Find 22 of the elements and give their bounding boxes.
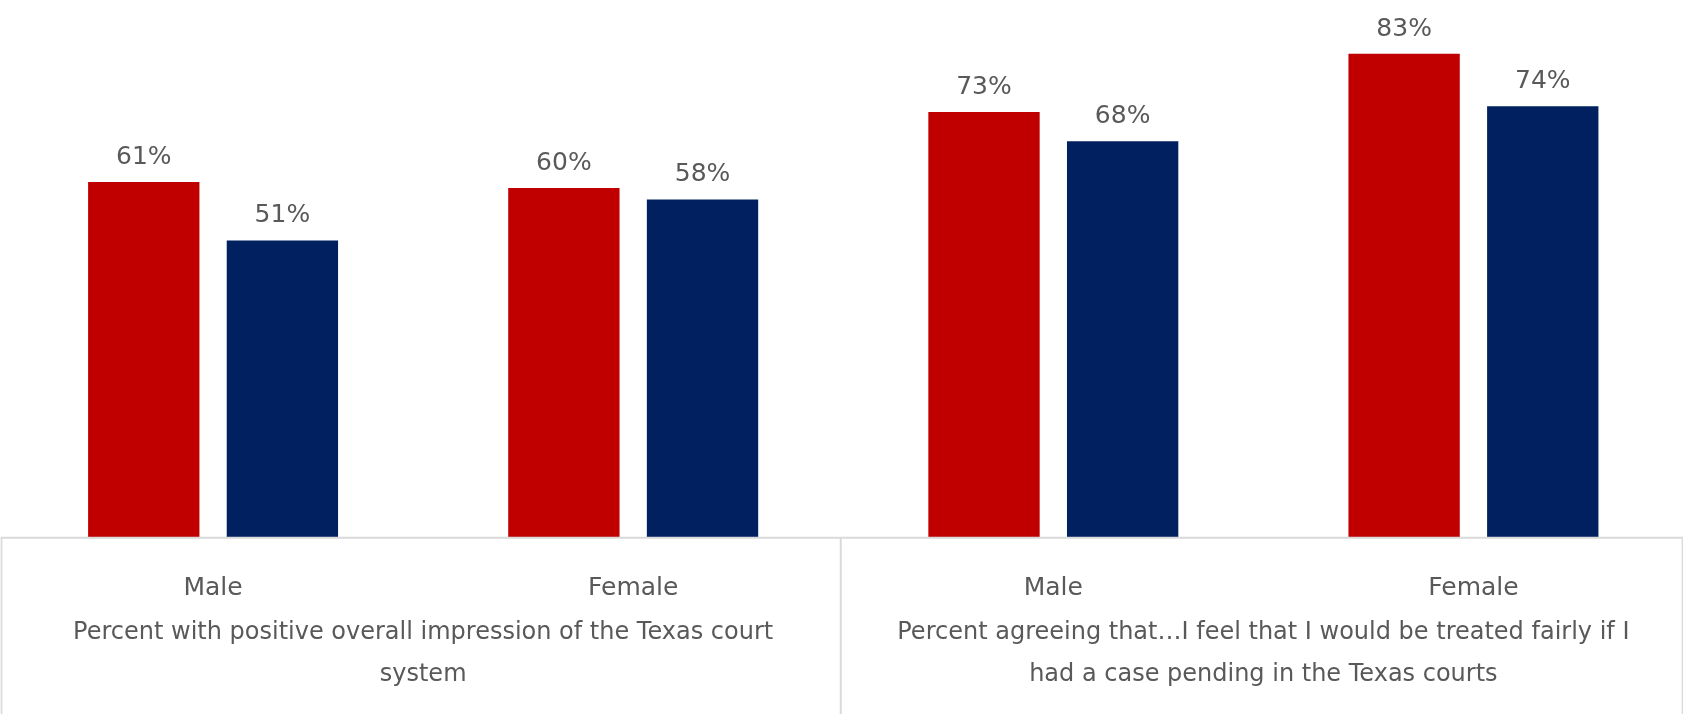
data-label: 83%	[1376, 12, 1432, 42]
bar	[928, 112, 1040, 538]
data-label: 61%	[115, 140, 172, 170]
bar	[1348, 53, 1460, 538]
bar	[88, 182, 200, 538]
text: Percent agreeing that…I feel that I would be treated fairly if I had a case pending in the Texas courts	[897, 616, 1630, 687]
x-tick-label: Male	[183, 571, 243, 601]
data-label: 74%	[1514, 65, 1571, 95]
data-label: 73%	[956, 70, 1012, 100]
data-label: 58%	[674, 158, 731, 188]
bar	[226, 240, 339, 538]
x-tick-label: Female	[1428, 571, 1519, 601]
bar	[1066, 141, 1179, 538]
data-label: 60%	[536, 146, 592, 176]
bar	[1487, 106, 1599, 538]
data-label: 51%	[254, 199, 311, 229]
bar	[646, 199, 759, 538]
x-tick-label: Male	[1023, 571, 1083, 601]
x-tick-label: Female	[588, 571, 679, 601]
bar	[508, 187, 620, 538]
text: Percent with positive overall impression of the Texas court system	[73, 616, 774, 687]
data-label: 68%	[1094, 100, 1151, 130]
